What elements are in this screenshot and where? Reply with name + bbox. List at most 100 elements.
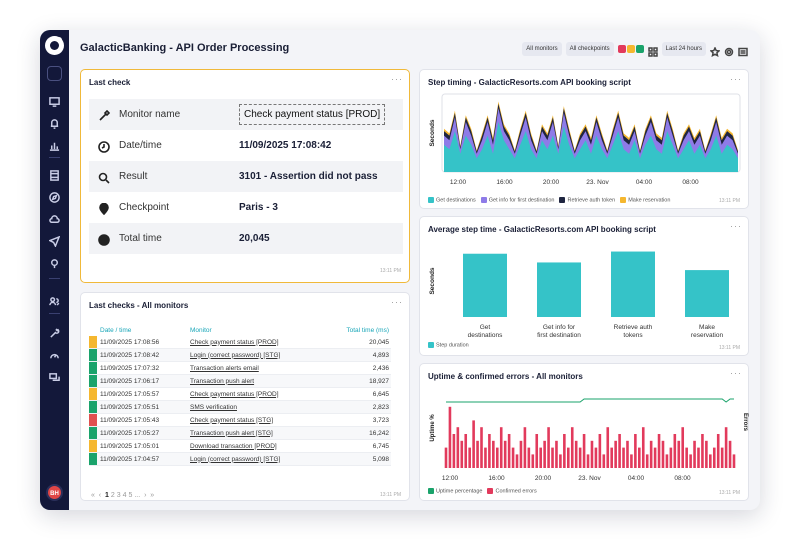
last-check-row-total-time: Total time 20,045	[89, 223, 403, 254]
legend-item[interactable]: Get info for first destination	[480, 197, 554, 203]
row-label: Total time	[119, 233, 162, 244]
table-row[interactable]: 11/09/2025 17:06:17 Transaction push aler…	[89, 374, 391, 388]
status-color-toggle[interactable]	[626, 45, 635, 53]
app-logo[interactable]	[45, 36, 64, 55]
row-total-time: 16,242	[324, 426, 391, 440]
error-bar	[574, 440, 578, 468]
cloud-icon[interactable]	[49, 212, 60, 223]
x-tick-label: 23. Nov	[586, 179, 609, 186]
status-color-toggle[interactable]	[635, 45, 644, 53]
next-page-button[interactable]: ›	[144, 492, 147, 499]
row-monitor-link[interactable]: Check payment status [PROD]	[190, 387, 325, 401]
compass-icon[interactable]	[49, 190, 60, 203]
gauge-icon[interactable]	[49, 348, 60, 359]
panel-menu-button[interactable]: ···	[730, 221, 742, 231]
user-avatar[interactable]: BH	[46, 484, 63, 501]
sidebar-search-button[interactable]	[47, 66, 62, 81]
users-icon[interactable]	[49, 294, 60, 306]
row-monitor-link[interactable]: SMS verification	[190, 400, 325, 414]
bell-icon[interactable]	[49, 116, 60, 129]
sidebar-divider	[49, 313, 60, 314]
chart-title: Step timing - GalacticResorts.com API bo…	[428, 78, 631, 87]
error-bar	[645, 454, 649, 468]
panel-menu-button[interactable]: ···	[730, 368, 742, 378]
legend-item[interactable]: Uptime percentage	[428, 488, 482, 494]
last-page-button[interactable]: »	[150, 492, 155, 499]
error-bar	[464, 434, 468, 468]
page-2-button[interactable]: 2	[110, 492, 115, 499]
checkpoint-value: Paris - 3	[239, 202, 278, 213]
location-icon[interactable]	[49, 256, 60, 269]
category-label: first destination	[537, 332, 581, 339]
wrench-icon[interactable]	[49, 326, 60, 338]
grid-icon[interactable]	[647, 44, 658, 57]
panel-menu-button[interactable]: ···	[391, 297, 403, 307]
all-checkpoints-filter[interactable]: All checkpoints	[565, 42, 614, 56]
error-bar	[503, 440, 507, 468]
error-bar	[614, 440, 617, 468]
panel-menu-button[interactable]: ···	[391, 74, 403, 84]
monitor-name-value[interactable]: Check payment status [PROD]	[239, 104, 386, 125]
row-total-time: 4,893	[324, 348, 391, 362]
menu-icon[interactable]	[738, 44, 748, 57]
page-1-button[interactable]: 1	[105, 492, 109, 499]
table-row[interactable]: 11/09/2025 17:07:32 Transaction alerts em…	[89, 361, 391, 375]
row-monitor-link[interactable]: Download transaction [PROD]	[190, 439, 325, 453]
table-row[interactable]: 11/09/2025 17:05:43 Check payment status …	[89, 413, 391, 427]
film-icon[interactable]	[49, 168, 60, 181]
main-content: GalacticBanking - API Order Processing A…	[69, 30, 760, 510]
monitor-icon[interactable]	[49, 94, 60, 107]
row-monitor-link[interactable]: Check payment status [STG]	[190, 413, 325, 427]
row-monitor-link[interactable]: Login (correct password) [STG]	[190, 348, 325, 362]
prev-page-button[interactable]: ‹	[98, 492, 102, 499]
page-5-button[interactable]: 5	[128, 492, 133, 499]
error-bar	[618, 434, 621, 468]
error-bar	[701, 434, 704, 468]
column-header[interactable]: Monitor	[190, 327, 212, 334]
legend-item[interactable]: Get destinations	[428, 197, 476, 203]
status-swatch	[89, 375, 97, 387]
table-row[interactable]: 11/09/2025 17:04:57 Login (correct passwo…	[89, 452, 391, 466]
error-bar	[551, 447, 554, 468]
table-row[interactable]: 11/09/2025 17:05:51 SMS verification 2,823	[89, 400, 391, 414]
error-bar	[606, 427, 610, 468]
first-page-button[interactable]: «	[91, 492, 95, 499]
error-bar	[519, 440, 523, 468]
send-icon[interactable]	[48, 234, 61, 248]
error-bar	[610, 447, 613, 468]
status-filter[interactable]	[617, 45, 644, 53]
all-monitors-filter[interactable]: All monitors	[522, 42, 562, 56]
star-icon[interactable]	[709, 44, 721, 58]
page-4-button[interactable]: 4	[122, 492, 127, 499]
table-row[interactable]: 11/09/2025 17:05:01 Download transaction …	[89, 439, 391, 453]
row-monitor-link[interactable]: Transaction push alert [STG]	[190, 426, 325, 440]
row-monitor-link[interactable]: Login (correct password) [STG]	[190, 452, 325, 466]
legend-item[interactable]: Step duration	[428, 342, 469, 348]
page-3-button[interactable]: 3	[116, 492, 121, 499]
bar-chart-icon[interactable]	[49, 138, 60, 151]
legend-item[interactable]: Confirmed errors	[487, 488, 537, 494]
legend-item[interactable]: Retrieve auth token	[559, 197, 615, 203]
status-color-toggle[interactable]	[617, 45, 626, 53]
settings-icon[interactable]	[724, 44, 734, 57]
error-bar	[448, 406, 452, 468]
time-range-select[interactable]: Last 24 hours	[661, 42, 706, 56]
table-row[interactable]: 11/09/2025 17:05:27 Transaction push aler…	[89, 426, 391, 440]
chat-icon[interactable]	[49, 370, 60, 381]
x-tick-label: 20:00	[543, 179, 560, 186]
column-header[interactable]: Date / time	[100, 327, 132, 334]
column-header[interactable]: Total time (ms)	[346, 327, 389, 334]
error-bar	[472, 420, 475, 468]
row-monitor-link[interactable]: Transaction push alert	[190, 374, 325, 388]
table-row[interactable]: 11/09/2025 17:08:42 Login (correct passwo…	[89, 348, 391, 362]
table-row[interactable]: 11/09/2025 17:05:57 Check payment status …	[89, 387, 391, 401]
error-bar	[567, 447, 570, 468]
row-label: Checkpoint	[119, 202, 170, 213]
row-monitor-link[interactable]: Transaction alerts email	[190, 361, 325, 375]
row-monitor-link[interactable]: Check payment status [PROD]	[190, 336, 325, 349]
legend-item[interactable]: Make reservation	[620, 197, 670, 203]
error-bar	[685, 447, 688, 468]
panel-menu-button[interactable]: ···	[730, 74, 742, 84]
table-row[interactable]: 11/09/2025 17:08:56 Check payment status …	[89, 336, 391, 349]
